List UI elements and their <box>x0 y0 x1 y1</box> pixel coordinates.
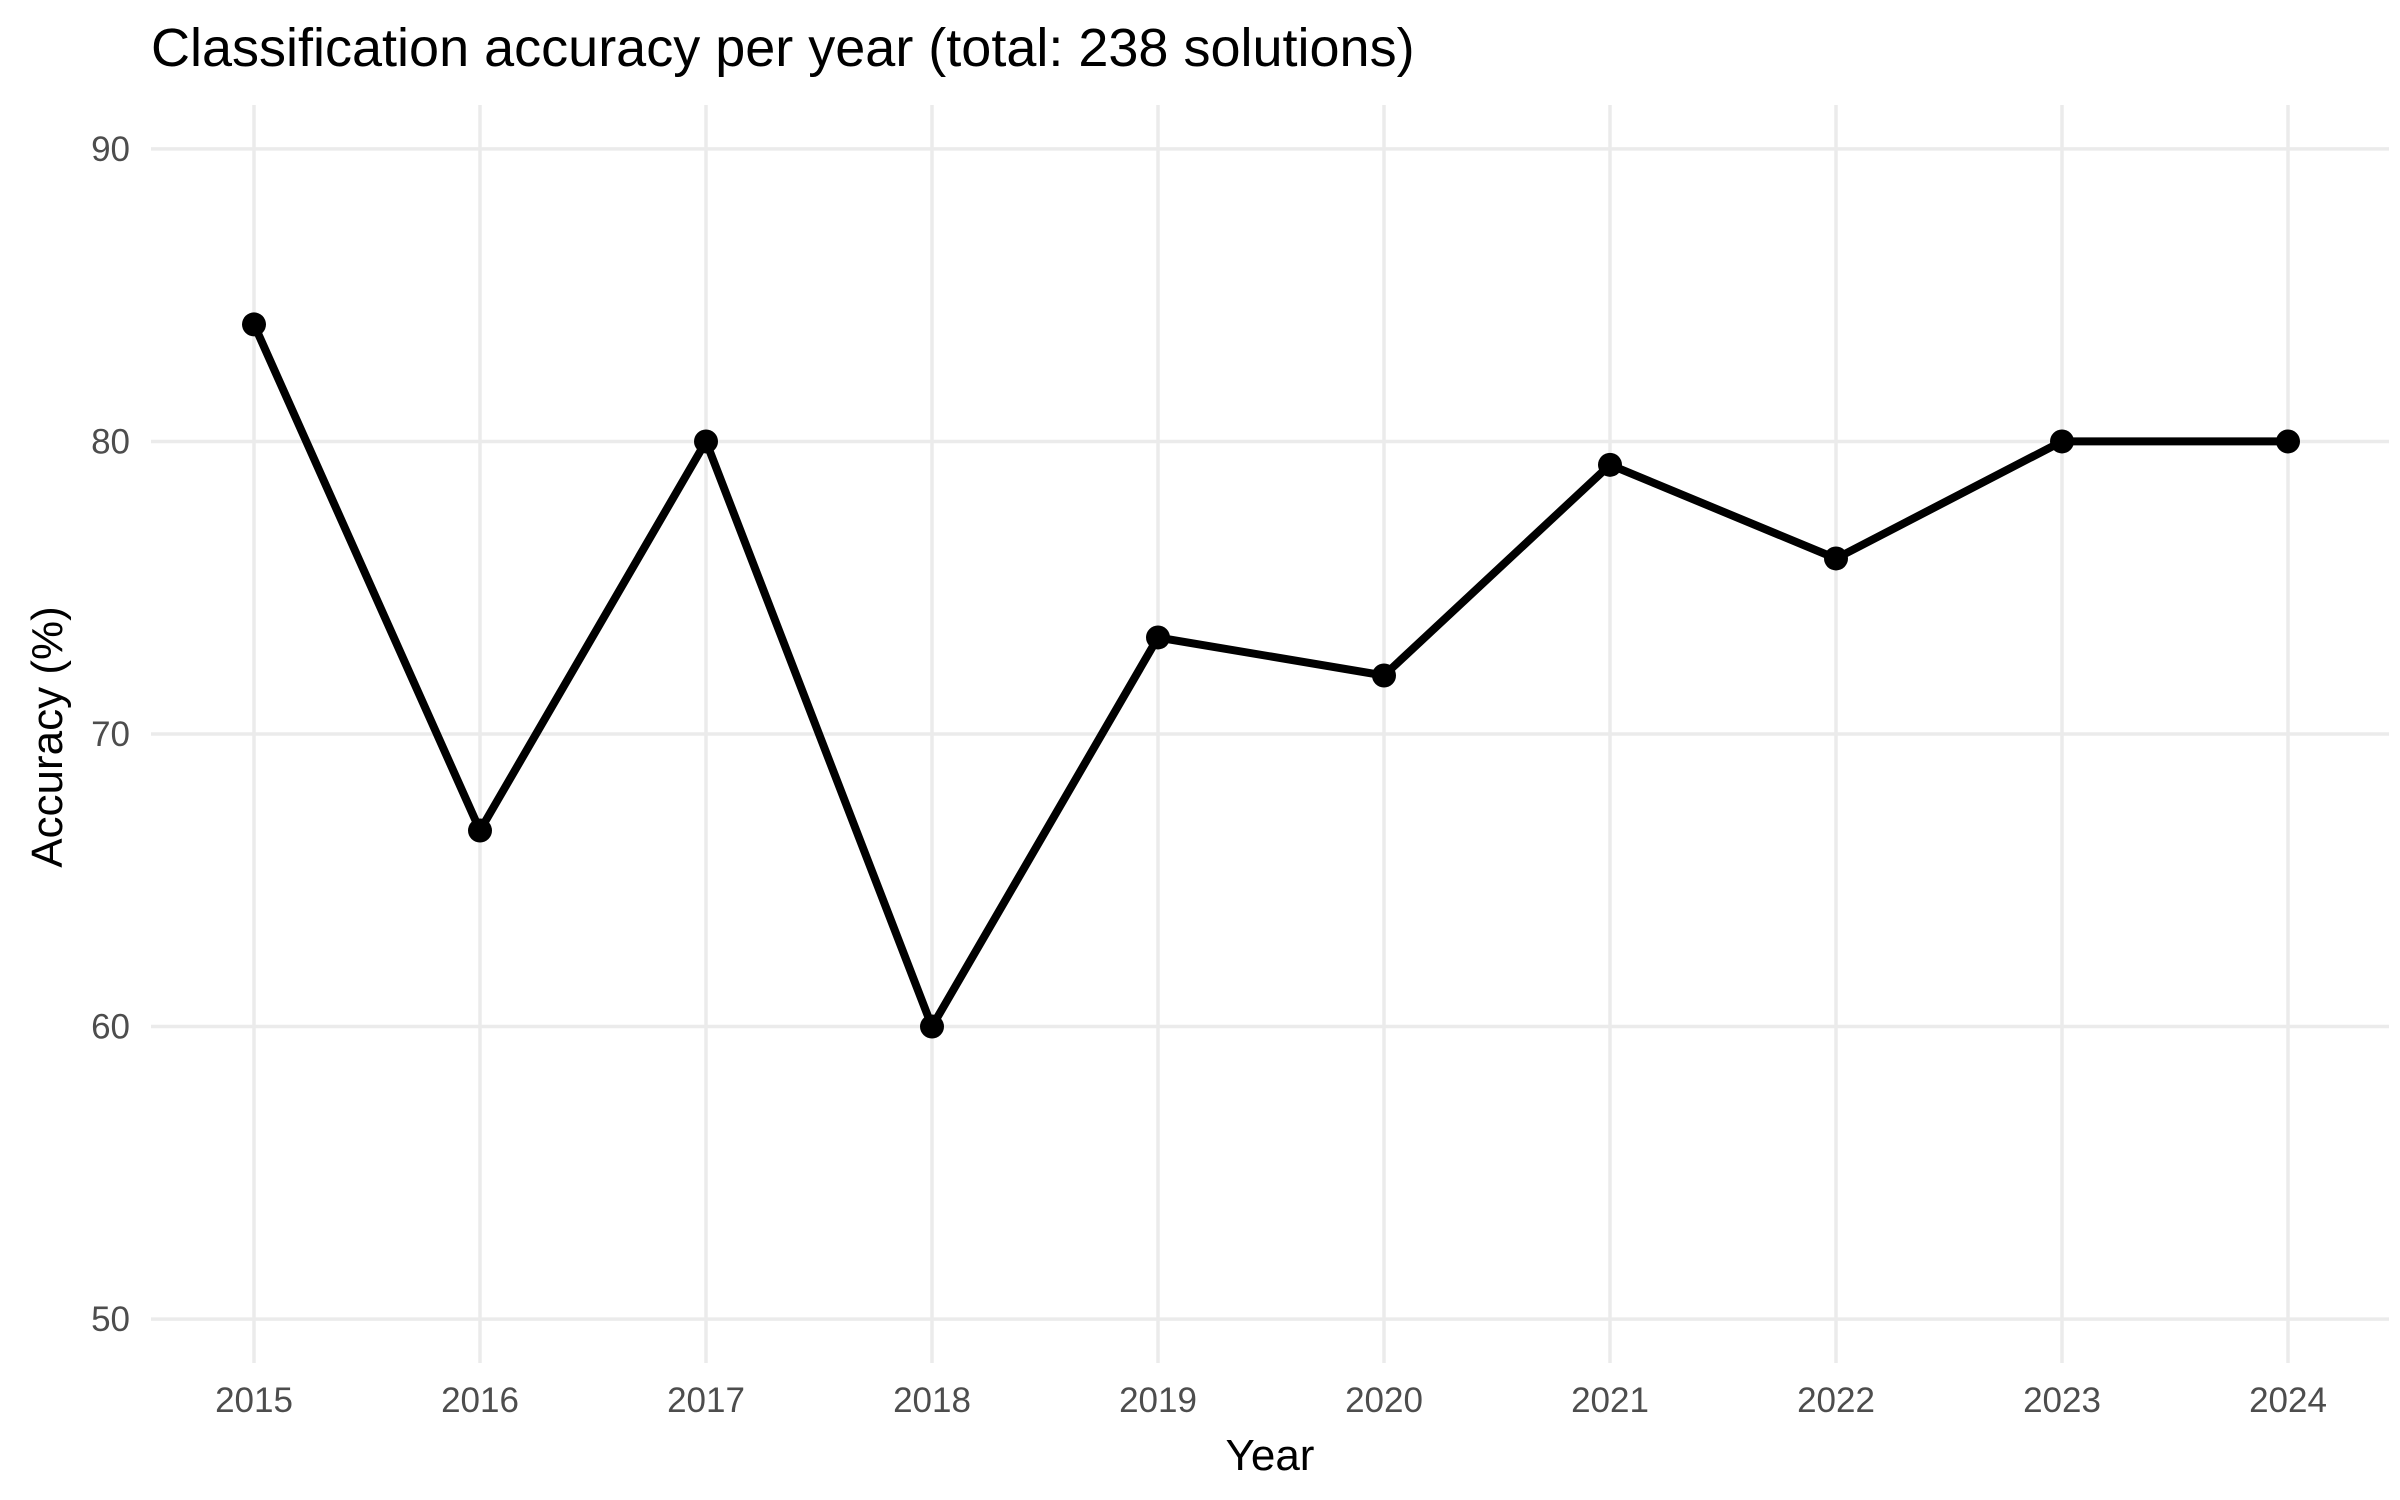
y-tick-label: 70 <box>91 715 130 754</box>
data-point-2023 <box>2050 429 2074 454</box>
x-tick-label: 2022 <box>1797 1381 1875 1420</box>
grid-lines <box>151 105 2389 1363</box>
data-point-2017 <box>694 429 718 454</box>
y-tick-label: 80 <box>91 422 130 461</box>
series-line <box>250 322 2288 1031</box>
x-tick-label: 2023 <box>2023 1381 2101 1420</box>
y-tick-label: 90 <box>91 130 130 169</box>
data-point-2020 <box>1372 663 1396 688</box>
data-point-2024 <box>2276 429 2300 454</box>
data-point-2018 <box>920 1014 944 1039</box>
x-axis-tick-labels: 2015 2016 2017 2018 2019 2020 2021 2022 2023 2024 <box>215 1381 2327 1420</box>
x-tick-label: 2020 <box>1345 1381 1423 1420</box>
x-axis-title: Year <box>1226 1431 1315 1480</box>
y-tick-label: 60 <box>91 1008 130 1047</box>
y-axis-tick-labels: 50 60 70 80 90 <box>91 130 130 1339</box>
y-tick-label: 50 <box>91 1300 130 1339</box>
series-accuracy <box>242 312 2300 1039</box>
x-tick-label: 2015 <box>215 1381 293 1420</box>
x-tick-label: 2017 <box>667 1381 745 1420</box>
data-point-2021 <box>1598 452 1622 477</box>
x-tick-label: 2019 <box>1119 1381 1197 1420</box>
x-tick-label: 2016 <box>441 1381 519 1420</box>
y-axis-title: Accuracy (%) <box>23 606 72 868</box>
data-point-2016 <box>468 818 492 843</box>
chart-title: Classification accuracy per year (total:… <box>151 18 1415 78</box>
x-tick-label: 2018 <box>893 1381 971 1420</box>
data-point-2019 <box>1146 625 1170 650</box>
data-point-2022 <box>1824 546 1848 571</box>
x-tick-label: 2024 <box>2249 1381 2327 1420</box>
data-point-2015 <box>242 312 266 337</box>
x-tick-label: 2021 <box>1571 1381 1649 1420</box>
